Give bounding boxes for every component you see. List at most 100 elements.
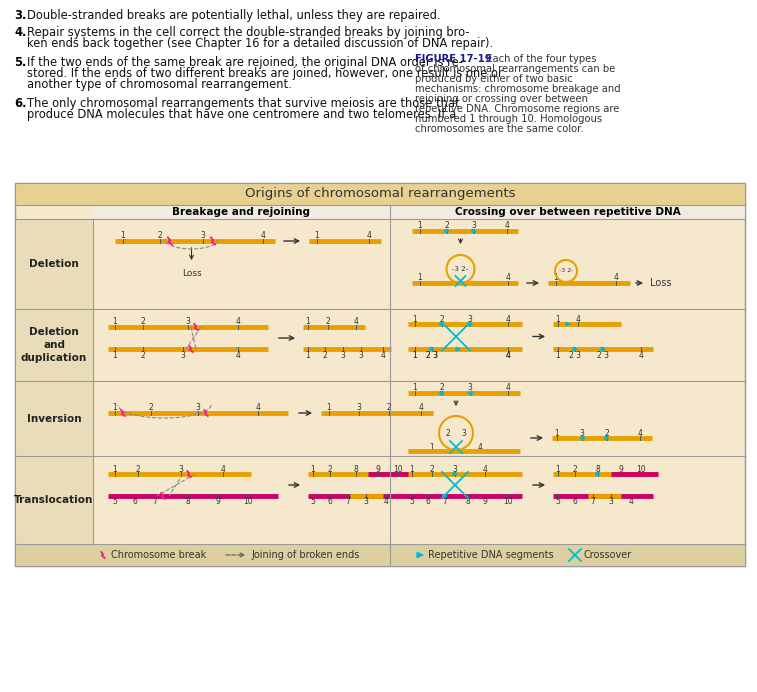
Text: 1: 1 xyxy=(413,351,417,360)
Text: ken ends back together (see Chapter 16 for a detailed discussion of DNA repair).: ken ends back together (see Chapter 16 f… xyxy=(27,37,493,50)
Text: Each of the four types: Each of the four types xyxy=(480,54,597,64)
FancyBboxPatch shape xyxy=(93,205,745,219)
Text: 1: 1 xyxy=(556,351,560,360)
Text: 2: 2 xyxy=(328,464,332,473)
Text: 2: 2 xyxy=(440,383,444,392)
Text: 6: 6 xyxy=(572,498,578,507)
Text: 3: 3 xyxy=(609,498,613,507)
Polygon shape xyxy=(468,322,472,326)
Text: 1: 1 xyxy=(113,403,117,412)
Text: 7: 7 xyxy=(345,498,350,507)
Text: 3: 3 xyxy=(341,351,345,360)
Text: 2: 2 xyxy=(430,464,435,473)
Text: 1: 1 xyxy=(418,221,422,230)
Text: 2: 2 xyxy=(322,351,327,360)
Text: 4: 4 xyxy=(482,464,488,473)
Text: another type of chromosomal rearrangement.: another type of chromosomal rearrangemen… xyxy=(27,78,291,91)
Text: 5.: 5. xyxy=(14,56,26,69)
Text: 9: 9 xyxy=(216,498,220,507)
Text: 1: 1 xyxy=(326,403,332,412)
Text: chromosomes are the same color.: chromosomes are the same color. xyxy=(415,124,584,134)
Text: 2: 2 xyxy=(148,403,154,412)
Polygon shape xyxy=(468,391,472,395)
Text: 2: 2 xyxy=(572,464,578,473)
Text: Crossover: Crossover xyxy=(584,550,632,560)
Text: 4: 4 xyxy=(506,273,510,282)
Polygon shape xyxy=(456,347,460,351)
Text: numbered 1 through 10. Homologous: numbered 1 through 10. Homologous xyxy=(415,114,602,124)
Text: -3 2-: -3 2- xyxy=(559,268,573,273)
Text: 1: 1 xyxy=(113,464,117,473)
FancyBboxPatch shape xyxy=(15,544,745,566)
Text: 1: 1 xyxy=(430,442,435,451)
Text: mechanisms: chromosome breakage and: mechanisms: chromosome breakage and xyxy=(415,84,621,94)
Text: 1: 1 xyxy=(113,351,117,360)
Text: 4: 4 xyxy=(506,314,510,323)
Text: 4: 4 xyxy=(384,498,388,507)
Text: Repetitive DNA segments: Repetitive DNA segments xyxy=(428,550,553,560)
Text: 4: 4 xyxy=(505,221,509,230)
Text: 3: 3 xyxy=(462,428,466,437)
Text: The only chromosomal rearrangements that survive meiosis are those that: The only chromosomal rearrangements that… xyxy=(27,97,459,110)
Text: 5: 5 xyxy=(113,498,117,507)
Polygon shape xyxy=(472,229,476,233)
Text: 4.: 4. xyxy=(14,26,26,39)
Text: 4: 4 xyxy=(419,403,423,412)
Text: 2: 2 xyxy=(157,232,162,241)
FancyBboxPatch shape xyxy=(15,183,745,566)
Polygon shape xyxy=(445,229,449,233)
Text: 4: 4 xyxy=(575,314,581,323)
Text: FIGURE 17-19: FIGURE 17-19 xyxy=(415,54,491,64)
Text: 1: 1 xyxy=(310,464,316,473)
Text: 4: 4 xyxy=(478,442,482,451)
Text: produced by either of two basic: produced by either of two basic xyxy=(415,74,573,84)
Text: 5: 5 xyxy=(310,498,316,507)
Text: rejoining or crossing over between: rejoining or crossing over between xyxy=(415,94,588,104)
Text: 2: 2 xyxy=(136,464,140,473)
Text: 3: 3 xyxy=(468,314,472,323)
Text: 2 3: 2 3 xyxy=(597,351,609,360)
Text: 2 3: 2 3 xyxy=(426,351,438,360)
Text: 7: 7 xyxy=(590,498,596,507)
Text: 10: 10 xyxy=(636,464,646,473)
Text: 2: 2 xyxy=(141,318,145,327)
Text: 4: 4 xyxy=(235,318,241,327)
Text: 1: 1 xyxy=(556,314,560,323)
Text: produce DNA molecules that have one centromere and two telomeres. If a: produce DNA molecules that have one cent… xyxy=(27,108,456,121)
Polygon shape xyxy=(605,436,609,440)
Text: Inversion: Inversion xyxy=(26,414,81,424)
Text: 4: 4 xyxy=(506,351,510,360)
Text: 1: 1 xyxy=(120,232,126,241)
Polygon shape xyxy=(430,347,434,351)
Text: Translocation: Translocation xyxy=(14,495,94,505)
Text: Crossing over between repetitive DNA: Crossing over between repetitive DNA xyxy=(455,207,681,217)
Text: 7: 7 xyxy=(153,498,157,507)
Text: 1: 1 xyxy=(413,351,417,360)
Polygon shape xyxy=(573,347,577,351)
Text: 4: 4 xyxy=(235,351,241,360)
Text: 6: 6 xyxy=(132,498,138,507)
FancyBboxPatch shape xyxy=(15,219,93,544)
Text: 4: 4 xyxy=(628,498,634,507)
Text: 8: 8 xyxy=(596,464,600,473)
Text: 3: 3 xyxy=(453,464,457,473)
Text: 2: 2 xyxy=(605,428,609,437)
Text: 2: 2 xyxy=(387,403,391,412)
Text: 3: 3 xyxy=(181,351,185,360)
Text: Double-stranded breaks are potentially lethal, unless they are repaired.: Double-stranded breaks are potentially l… xyxy=(27,9,441,22)
Text: 3: 3 xyxy=(580,428,584,437)
Text: 4: 4 xyxy=(220,464,226,473)
FancyBboxPatch shape xyxy=(15,183,745,205)
Text: Deletion: Deletion xyxy=(29,259,79,269)
Text: 2: 2 xyxy=(444,221,450,230)
Text: 6.: 6. xyxy=(14,97,26,110)
Text: Origins of chromosomal rearrangements: Origins of chromosomal rearrangements xyxy=(245,188,516,201)
Text: 1: 1 xyxy=(306,318,310,327)
Text: 4: 4 xyxy=(366,232,372,241)
Text: 4: 4 xyxy=(637,428,643,437)
Text: 1: 1 xyxy=(113,318,117,327)
Text: 3: 3 xyxy=(468,383,472,392)
Text: 10: 10 xyxy=(503,498,512,507)
Text: Deletion
and
duplication: Deletion and duplication xyxy=(21,327,87,363)
Text: 10: 10 xyxy=(393,464,403,473)
